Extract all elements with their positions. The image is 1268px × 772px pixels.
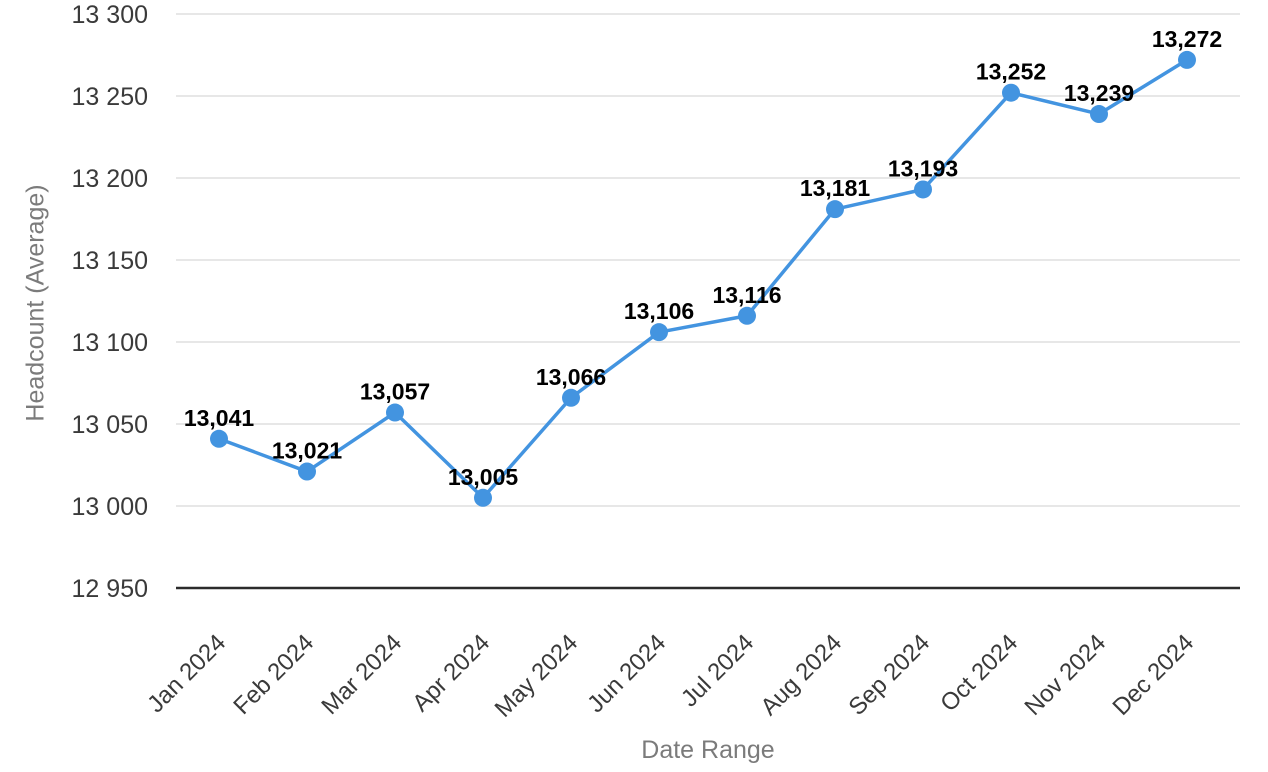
data-point[interactable] <box>1002 83 1020 102</box>
x-tick-label: Sep 2024 <box>843 629 935 721</box>
value-label: 13,041 <box>184 405 255 431</box>
y-axis-title: Headcount (Average) <box>21 184 50 422</box>
value-label: 13,252 <box>976 59 1046 85</box>
data-point[interactable] <box>738 306 756 325</box>
y-tick-label: 13 300 <box>72 1 148 29</box>
x-tick-label: Jul 2024 <box>676 629 759 712</box>
y-tick-label: 13 150 <box>72 247 148 275</box>
x-tick-label: Aug 2024 <box>755 629 847 721</box>
data-point[interactable] <box>386 403 404 422</box>
data-point[interactable] <box>914 180 932 199</box>
value-label: 13,106 <box>624 298 694 324</box>
y-tick-label: 13 050 <box>72 411 148 439</box>
data-point[interactable] <box>826 200 844 219</box>
x-tick-label: Apr 2024 <box>407 629 495 717</box>
x-tick-label: Oct 2024 <box>935 629 1023 717</box>
y-tick-label: 13 100 <box>72 329 148 357</box>
value-label: 13,116 <box>712 282 781 308</box>
value-label: 13,181 <box>800 175 871 201</box>
data-point[interactable] <box>1090 105 1108 124</box>
x-tick-label: Mar 2024 <box>316 629 407 720</box>
data-point[interactable] <box>210 429 228 448</box>
value-label: 13,239 <box>1064 80 1134 106</box>
data-point[interactable] <box>1178 50 1196 69</box>
x-tick-label: Jun 2024 <box>582 629 671 718</box>
y-tick-label: 13 200 <box>72 165 148 193</box>
y-tick-label: 13 000 <box>72 493 148 521</box>
data-point[interactable] <box>562 388 580 407</box>
value-label: 13,005 <box>448 464 519 490</box>
value-label: 13,021 <box>272 438 343 464</box>
data-point[interactable] <box>474 488 492 507</box>
value-label: 13,193 <box>888 155 958 181</box>
series-line <box>217 58 1189 500</box>
y-tick-label: 12 950 <box>72 575 148 603</box>
x-tick-label: Dec 2024 <box>1107 629 1199 721</box>
data-point[interactable] <box>298 462 316 481</box>
x-tick-label: Feb 2024 <box>228 629 319 720</box>
y-tick-label: 13 250 <box>72 83 148 111</box>
x-tick-label: Jan 2024 <box>142 629 231 718</box>
x-axis-title: Date Range <box>641 736 775 764</box>
x-tick-label: Nov 2024 <box>1019 629 1111 721</box>
value-label: 13,057 <box>360 379 430 405</box>
value-label: 13,066 <box>536 364 606 390</box>
data-point[interactable] <box>650 323 668 342</box>
x-tick-label: May 2024 <box>490 629 584 723</box>
value-label: 13,272 <box>1152 26 1222 52</box>
